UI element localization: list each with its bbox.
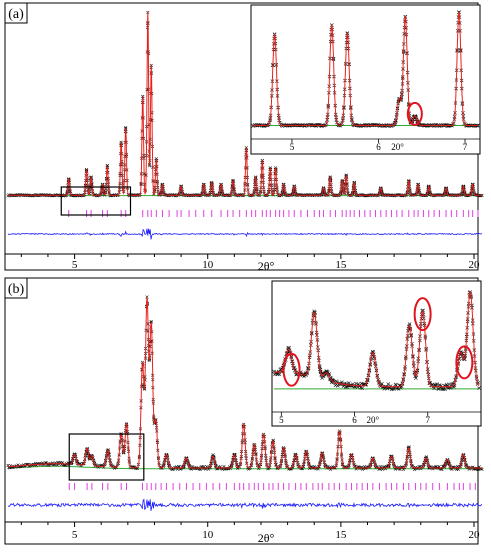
highlight-ellipse <box>406 101 423 126</box>
x-tick-label: 10 <box>202 529 214 541</box>
panel-label-box <box>4 2 28 24</box>
zoom-region-box <box>60 186 132 216</box>
x-tick-label: 5 <box>72 259 78 271</box>
inset-x-tick-label: 5 <box>290 142 295 152</box>
x-tick-label: 10 <box>202 259 214 271</box>
panel-label: (a) <box>8 7 24 22</box>
inset-frame <box>250 4 481 155</box>
calculated-line <box>8 12 482 196</box>
panel-a: (a) 5 10 15 20 2θ° 5 6 7 20° <box>4 2 484 273</box>
inset-calculated-line <box>253 12 478 126</box>
inset-x-axis-label: 20° <box>391 142 404 152</box>
inset-x-tick-label: 5 <box>279 415 284 425</box>
inset-x-tick-label: 7 <box>426 415 431 425</box>
inset-x-tick-label: 6 <box>352 415 357 425</box>
highlight-ellipse <box>282 352 301 387</box>
inset-a: 5 6 7 20° <box>250 4 481 155</box>
inset-x-tick-label: 6 <box>376 142 381 152</box>
x-axis-label: 2θ° <box>258 531 275 545</box>
x-tick-label: 15 <box>335 259 347 271</box>
inset-x-axis-label: 20° <box>367 415 380 425</box>
inset-frame <box>271 280 482 427</box>
difference-line <box>7 228 483 240</box>
x-axis-label: 2θ° <box>258 259 275 273</box>
x-tick-label: 5 <box>72 529 78 541</box>
difference-line <box>7 498 483 511</box>
calculated-line <box>8 297 482 469</box>
inset-x-tick-label: 7 <box>463 142 468 152</box>
panel-label: (b) <box>8 282 25 297</box>
panel-b: (b) 5 10 15 20 2θ° 5 6 7 20° <box>4 277 484 545</box>
zoom-region-box <box>68 433 145 481</box>
x-tick-label: 20 <box>469 259 481 271</box>
panel-label-box <box>4 277 28 299</box>
x-tick-label: 15 <box>335 529 347 541</box>
inset-calculated-line <box>274 291 480 388</box>
highlight-ellipse <box>413 297 432 332</box>
x-tick-label: 20 <box>469 529 481 541</box>
highlight-ellipse <box>455 345 474 380</box>
inset-b: 5 6 7 20° <box>271 280 482 427</box>
